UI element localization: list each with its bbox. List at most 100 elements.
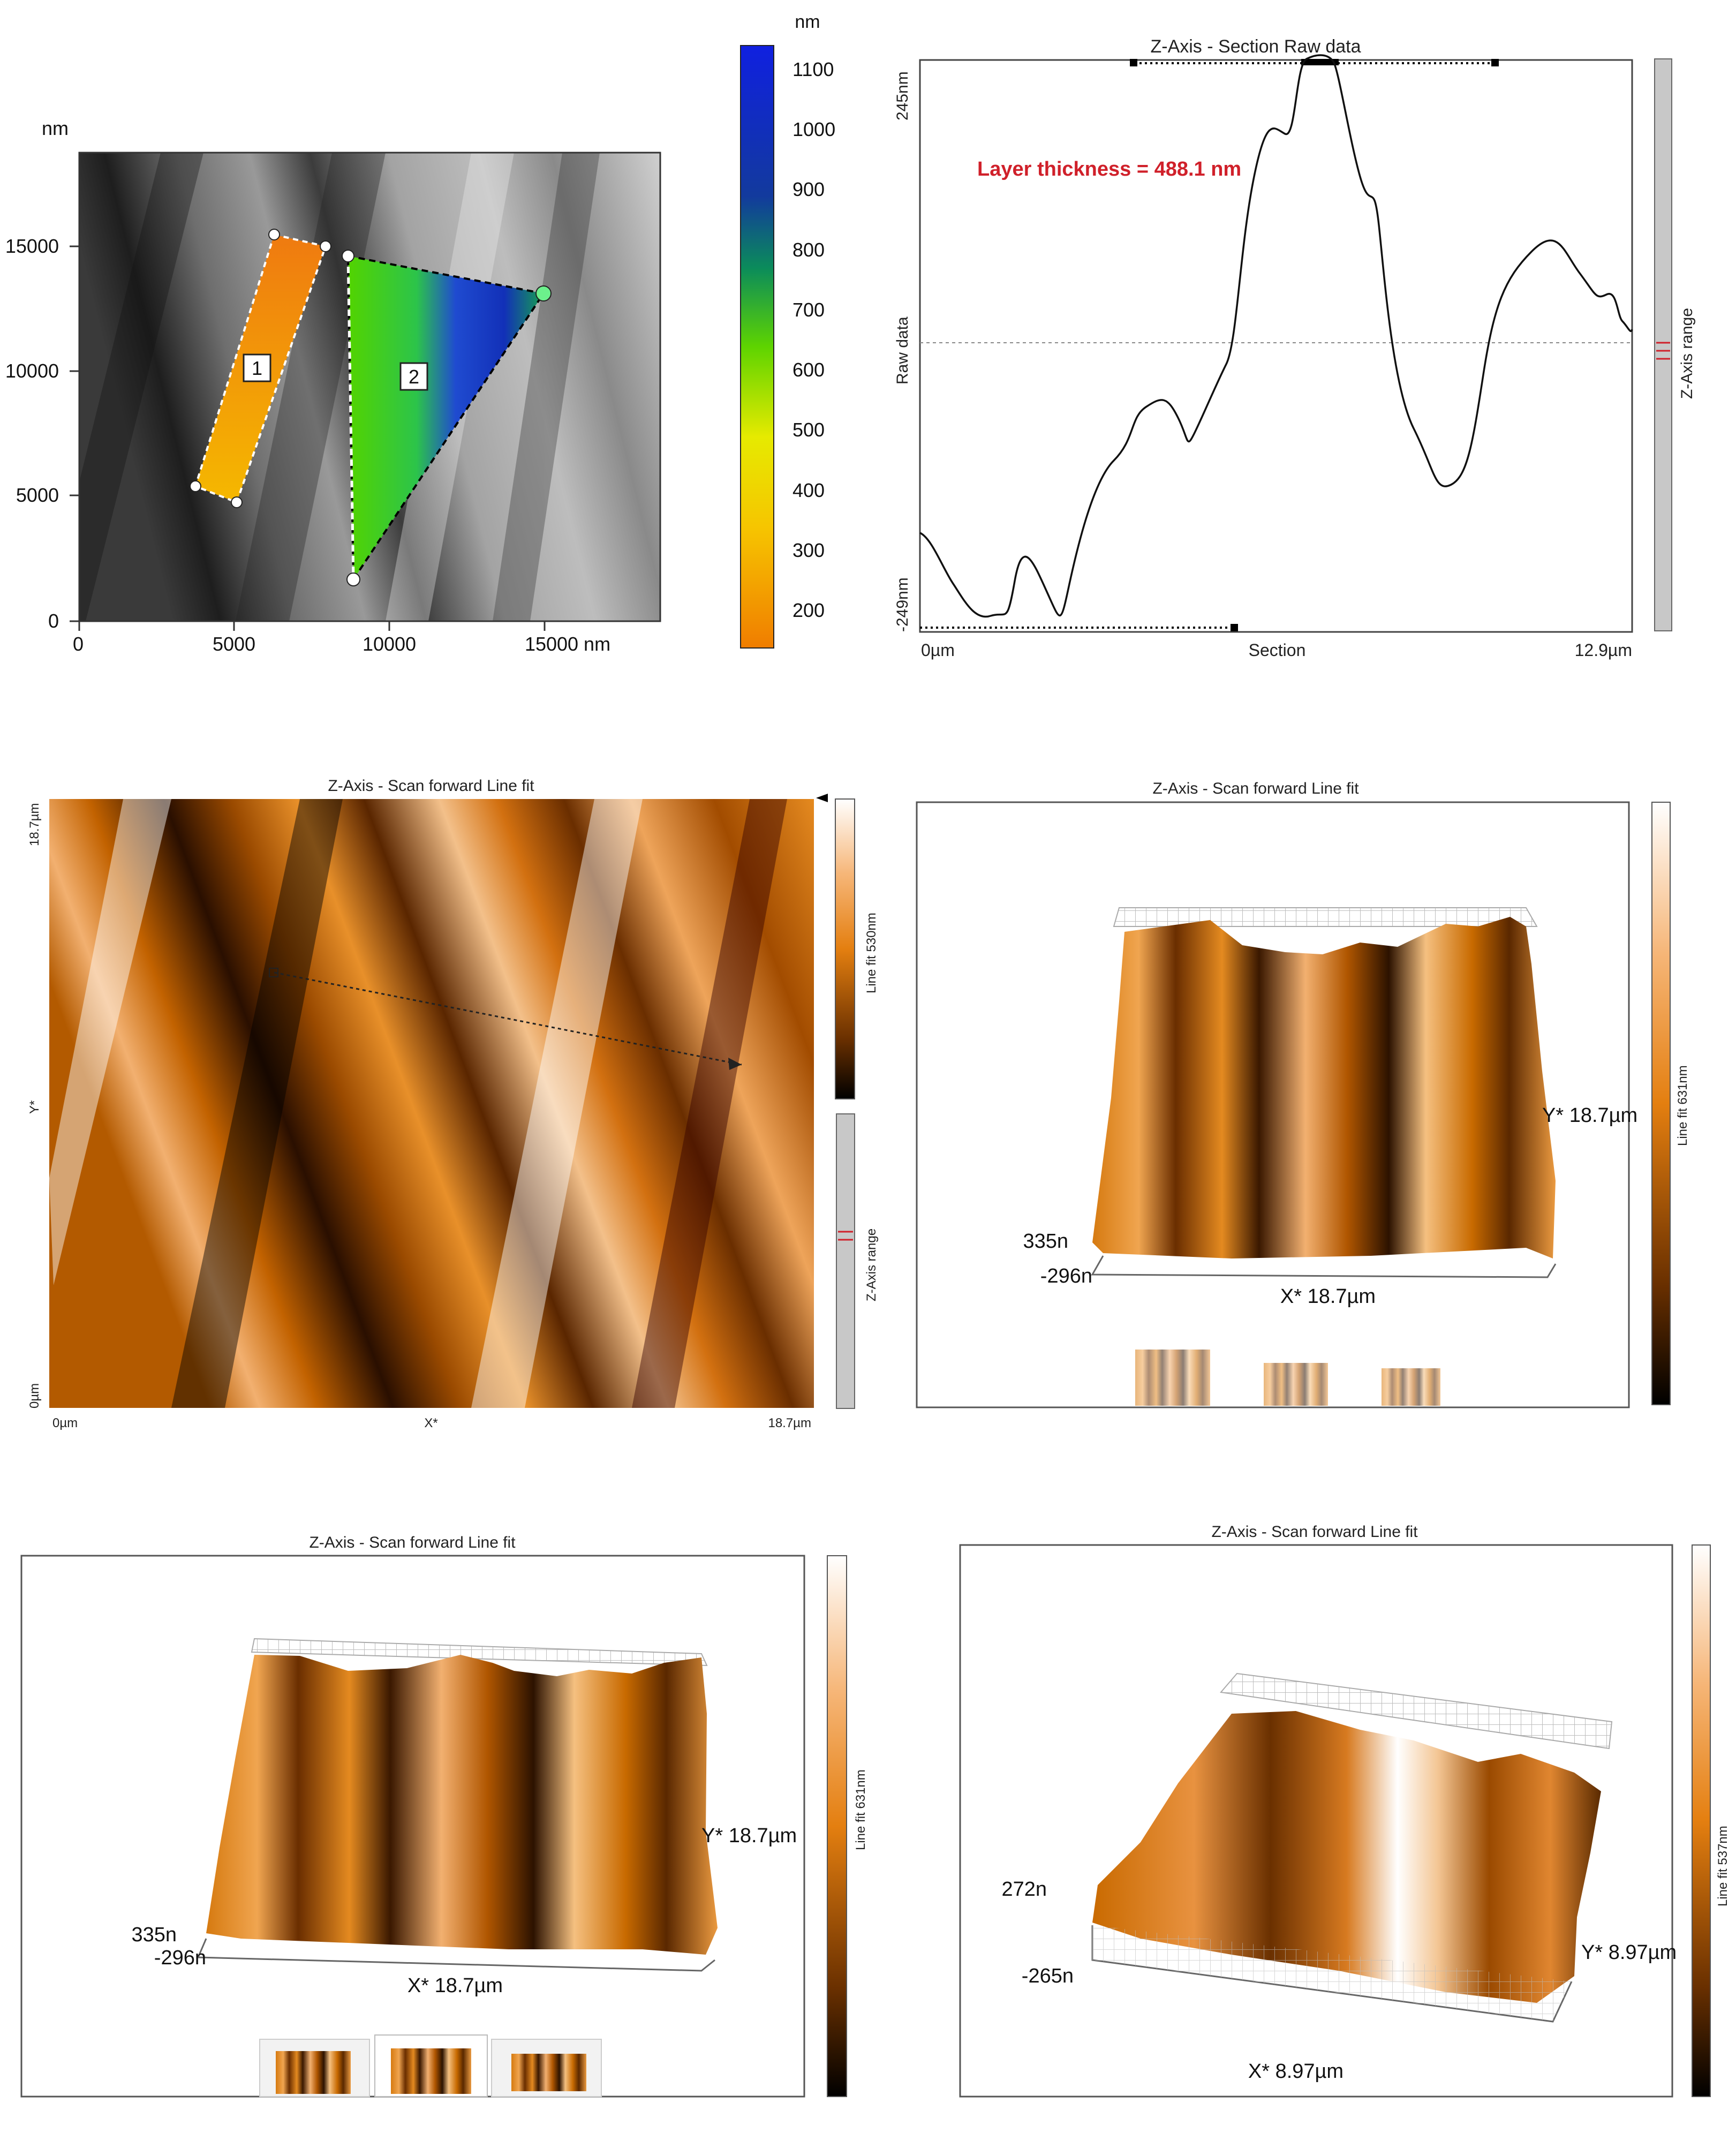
panel-e-surface (206, 1655, 718, 1955)
colorbar-tick: 600 (792, 359, 825, 381)
panel-a-y-ticks: 15000 10000 5000 0 (5, 235, 59, 632)
region-1-label-box (243, 353, 271, 382)
panel-c-y-mid: Y* (27, 1101, 42, 1114)
panel-d-colorbar (1651, 802, 1671, 1405)
panel-b-y-bottom: -249nm (894, 577, 911, 632)
panel-f-title: Z-Axis - Scan forward Line fit (1211, 1523, 1418, 1541)
panel-c-colorbar (835, 798, 855, 1099)
colorbar-tick: 200 (792, 599, 825, 621)
panel-d-surface (1092, 917, 1556, 1258)
panel-d-thumbnails (1135, 1350, 1440, 1406)
panel-e-z-bottom: -296n (154, 1947, 206, 1969)
panel-f-bar-label: Line fit 537nm (1716, 1826, 1730, 1906)
panel-b-range-marks (1656, 342, 1670, 360)
panel-c-scan-2d: Z-Axis - Scan forward Line fit 18.7µm Y*… (27, 777, 879, 1430)
panel-c-range-marks (838, 1231, 853, 1241)
panel-d-base (1091, 1255, 1557, 1278)
panel-b-frame (919, 59, 1633, 633)
panel-c-title: Z-Axis - Scan forward Line fit (328, 777, 534, 795)
panel-e-base (197, 1938, 715, 1972)
panel-c-image (49, 799, 814, 1408)
panel-a-unit-bar: nm (795, 12, 820, 32)
colorbar-tick: 800 (792, 239, 825, 261)
panel-d-x-axis: X* 18.7µm (1280, 1285, 1376, 1308)
panel-d-title: Z-Axis - Scan forward Line fit (1152, 780, 1359, 797)
panel-c-x-left: 0µm (52, 1416, 78, 1430)
panel-b-x-right: 12.9µm (1575, 640, 1632, 660)
region-2-white-dash (346, 255, 355, 580)
panel-d-z-top: 335n (1023, 1230, 1068, 1253)
panel-e-z-top: 335n (131, 1924, 177, 1946)
colorbar-tick: 1000 (792, 118, 835, 140)
colorbar-tick: 900 (792, 178, 825, 200)
panel-a-tick-marks (70, 245, 546, 631)
panel-f-colorbar (1692, 1544, 1711, 2097)
panel-c-x-mid: X* (424, 1416, 437, 1430)
region-2-handles (342, 250, 552, 586)
panel-b-range-label: Z-Axis range (1678, 308, 1696, 399)
layer-thickness-annotation: Layer thickness = 488.1 nm (977, 158, 1241, 180)
panel-a-topography: nm 1 2 15000 10000 5000 0 (5, 12, 835, 655)
panel-f-grid-front (1092, 1925, 1572, 2022)
colorbar-tick: 700 (792, 299, 825, 321)
panel-d-y-axis: Y* 18.7µm (1542, 1104, 1637, 1127)
panel-e-y-axis: Y* 18.7µm (701, 1825, 797, 1847)
panel-c-bar-label: Line fit 530nm (864, 913, 879, 993)
panel-f-scan-3d: Z-Axis - Scan forward Line fit 272n -265… (959, 1523, 1730, 2098)
y-tick: 5000 (16, 484, 59, 506)
colorbar-tick: 500 (792, 419, 825, 441)
panel-e-colorbar (827, 1555, 847, 2097)
panel-b-x-left: 0µm (921, 640, 955, 660)
panel-e-scan-3d: Z-Axis - Scan forward Line fit Y* 18.7µm… (20, 1534, 868, 2098)
region-1-label: 1 (252, 357, 262, 379)
panel-e-title: Z-Axis - Scan forward Line fit (309, 1534, 516, 1551)
panel-d-bar-label: Line fit 631nm (1675, 1065, 1690, 1146)
panel-c-y-top: 18.7µm (27, 803, 42, 846)
region-2-label: 2 (409, 366, 419, 388)
panel-c-scan-start (269, 968, 278, 977)
y-tick: 0 (48, 610, 59, 632)
x-tick: 5000 (213, 633, 255, 655)
panel-a-colorbar (740, 45, 774, 649)
panel-b-x-mid: Section (1249, 640, 1306, 660)
panel-f-z-top: 272n (1001, 1878, 1047, 1901)
panel-e-grid (251, 1638, 708, 1667)
panel-a-unit-left: nm (42, 117, 69, 139)
y-tick: 10000 (5, 360, 59, 382)
colorbar-tick: 1100 (792, 58, 834, 80)
x-tick: 0 (73, 633, 84, 655)
x-tick: 10000 (363, 633, 416, 655)
panel-b-y-label: Raw data (894, 316, 911, 385)
panel-a-frame (78, 152, 661, 622)
panel-c-scan-line (274, 971, 742, 1066)
panel-c-ridges (49, 799, 787, 1408)
panel-b-title: Z-Axis - Section Raw data (1150, 36, 1361, 57)
panel-d-scan-3d: Z-Axis - Scan forward Line fit Y* 18.7µm… (916, 780, 1690, 1408)
panel-f-grid (1220, 1672, 1613, 1750)
region-1-handles (190, 229, 331, 508)
panel-e-bar-label: Line fit 631nm (854, 1769, 868, 1850)
panel-a-x-ticks: 0 5000 10000 15000 nm (73, 633, 610, 655)
panel-c-x-right: 18.7µm (768, 1416, 811, 1430)
panel-c-bar-pointer (816, 794, 828, 802)
panel-c-range-label: Z-Axis range (864, 1228, 879, 1301)
panel-e-thumbnails (259, 2034, 602, 2097)
colorbar-tick: 300 (792, 539, 825, 561)
x-tick: 15000 nm (525, 633, 610, 655)
panel-a-colorbar-ticks: 1100 1000 900 800 700 600 500 400 300 20… (792, 58, 835, 621)
panel-d-grid (1113, 907, 1538, 927)
panel-c-scan-arrow (728, 1058, 742, 1070)
panel-b-range-bar (1654, 58, 1672, 631)
panel-b-y-top: 245nm (894, 71, 911, 120)
panel-c-range-bar (836, 1113, 855, 1409)
panel-c-y-bottom: 0µm (27, 1383, 42, 1408)
section-profile-line (919, 54, 1633, 618)
region-2-label-box (399, 362, 428, 391)
panel-b-markers (1130, 59, 1499, 631)
panel-f-surface (1092, 1711, 1601, 2003)
panel-b-section: Z-Axis - Section Raw data Layer thicknes… (894, 36, 1696, 660)
panel-d-z-bottom: -296n (1040, 1265, 1092, 1287)
y-tick: 15000 (5, 235, 59, 257)
region-2 (346, 254, 546, 583)
panel-f-z-bottom: -265n (1022, 1965, 1074, 1987)
